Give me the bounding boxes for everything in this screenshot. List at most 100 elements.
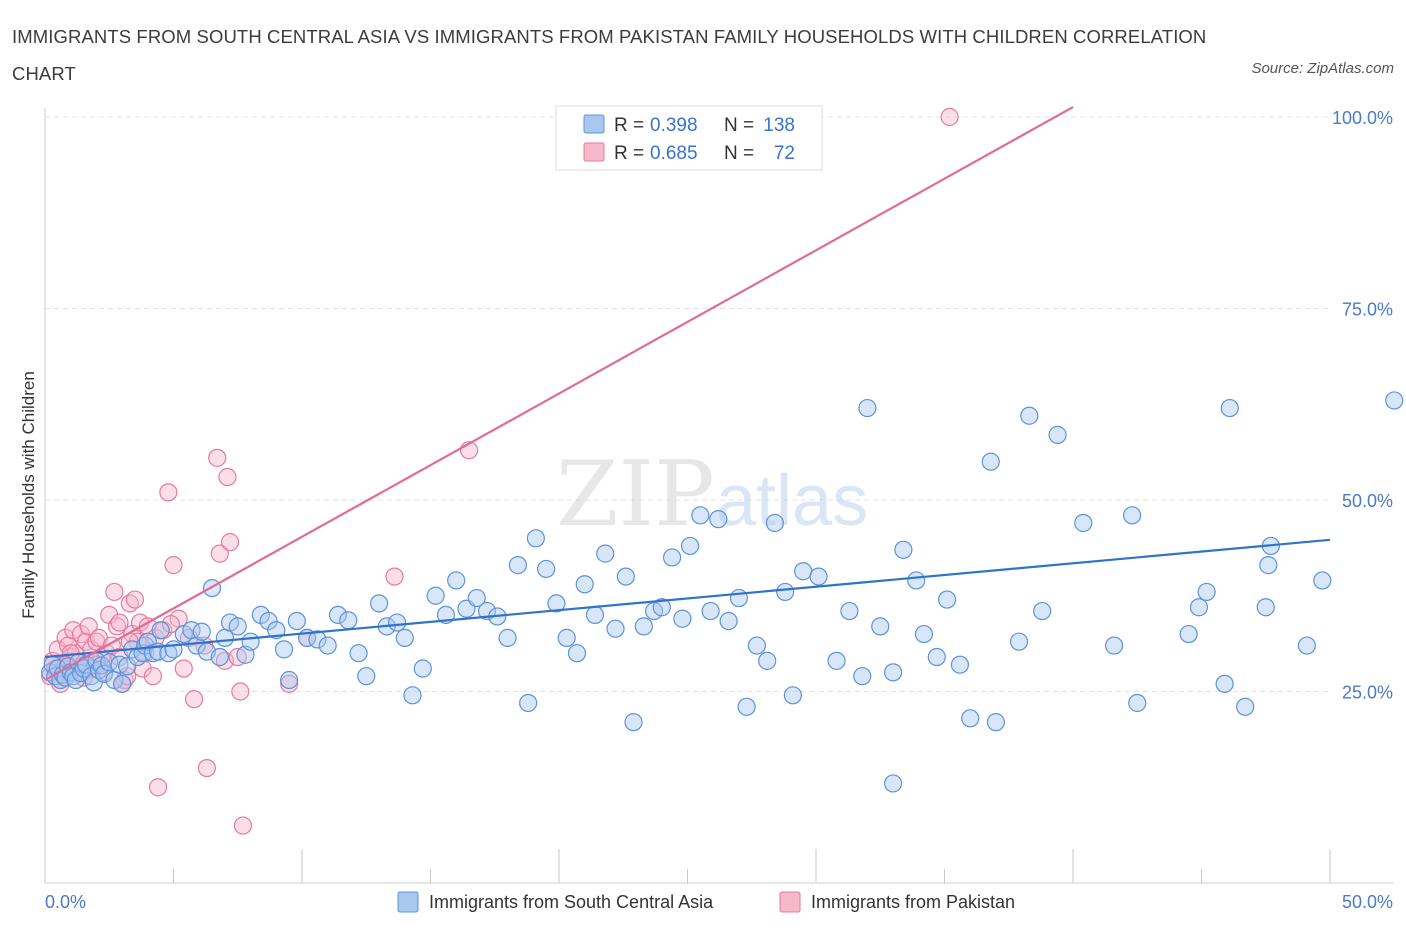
legend-n-label-1: N = <box>724 115 754 136</box>
point-pakistan-49 <box>197 758 217 778</box>
legend-r-label-2: R = <box>614 143 644 164</box>
point-south-central-asia-66 <box>413 659 432 678</box>
point-south-central-asia-106 <box>809 567 828 586</box>
point-pakistan-51 <box>210 544 229 563</box>
point-south-central-asia-83 <box>585 605 605 625</box>
point-south-central-asia-112 <box>883 663 903 682</box>
point-south-central-asia-53 <box>287 611 306 631</box>
point-pakistan-46 <box>174 659 193 678</box>
point-pakistan-54 <box>220 533 240 552</box>
point-south-central-asia-39 <box>192 622 211 641</box>
point-south-central-asia-58 <box>339 611 358 630</box>
point-south-central-asia-77 <box>526 529 545 548</box>
point-pakistan-57 <box>233 816 252 835</box>
point-south-central-asia-101 <box>758 651 777 670</box>
point-south-central-asia-142 <box>883 774 903 793</box>
point-south-central-asia-55 <box>308 630 327 649</box>
point-south-central-asia-107 <box>827 651 846 670</box>
point-south-central-asia-59 <box>349 644 368 663</box>
point-south-central-asia-115 <box>914 624 934 644</box>
point-south-central-asia-87 <box>624 713 643 732</box>
x-tick-label-max: 50.0% <box>1342 892 1393 912</box>
point-south-central-asia-47 <box>241 632 260 651</box>
point-south-central-asia-38 <box>187 636 206 655</box>
point-pakistan-60 <box>385 567 404 586</box>
y-tick-label-3: 100.0% <box>1332 108 1393 128</box>
point-south-central-asia-132 <box>1197 582 1216 602</box>
point-south-central-asia-139 <box>1297 636 1316 655</box>
chart-source: Source: ZipAtlas.com <box>1251 60 1394 77</box>
point-south-central-asia-84 <box>596 544 615 563</box>
point-south-central-asia-96 <box>709 510 728 529</box>
legend-n-label-2: N = <box>724 143 754 164</box>
point-south-central-asia-105 <box>794 562 813 581</box>
legend-r-label-1: R = <box>614 115 644 136</box>
series-south-central-asia-points <box>41 391 1404 793</box>
point-south-central-asia-92 <box>673 609 692 628</box>
bottom-legend-label-blue: Immigrants from South Central Asia <box>429 892 714 912</box>
y-tick-label-0: 25.0% <box>1342 683 1393 703</box>
y-tick-label-2: 75.0% <box>1342 300 1393 320</box>
point-south-central-asia-121 <box>986 713 1006 732</box>
point-south-central-asia-137 <box>1259 556 1278 575</box>
axes <box>44 108 1393 884</box>
point-south-central-asia-76 <box>519 693 538 713</box>
point-south-central-asia-25 <box>118 657 137 676</box>
point-south-central-asia-135 <box>1236 697 1255 716</box>
point-pakistan-33 <box>125 590 145 609</box>
point-south-central-asia-60 <box>357 667 376 686</box>
point-south-central-asia-80 <box>557 628 576 647</box>
point-pakistan-41 <box>148 778 168 797</box>
point-south-central-asia-86 <box>616 567 635 586</box>
point-south-central-asia-64 <box>395 628 414 647</box>
point-south-central-asia-65 <box>403 686 422 705</box>
y-axis-label: Family Households with Children <box>19 371 38 619</box>
point-south-central-asia-74 <box>498 628 517 647</box>
watermark-zip: ZIP <box>556 442 715 547</box>
grid <box>45 116 1330 692</box>
point-south-central-asia-119 <box>961 709 980 728</box>
point-pakistan-53 <box>218 467 237 487</box>
point-south-central-asia-61 <box>370 594 389 613</box>
point-south-central-asia-116 <box>927 647 946 667</box>
point-south-central-asia-51 <box>274 640 294 659</box>
point-south-central-asia-127 <box>1105 636 1124 655</box>
point-pakistan-27 <box>110 613 129 632</box>
point-south-central-asia-90 <box>652 598 671 617</box>
point-south-central-asia-141 <box>1385 391 1404 410</box>
point-pakistan-25 <box>105 582 124 602</box>
point-pakistan-50 <box>208 448 227 467</box>
point-south-central-asia-81 <box>567 644 587 663</box>
point-south-central-asia-130 <box>1179 624 1198 644</box>
point-south-central-asia-128 <box>1123 506 1142 525</box>
watermark: ZIP atlas <box>556 442 868 547</box>
point-south-central-asia-35 <box>164 640 183 659</box>
point-south-central-asia-79 <box>547 594 566 613</box>
point-south-central-asia-113 <box>894 540 913 559</box>
x-tick-labels: 0.0% 50.0% <box>45 892 1393 912</box>
point-south-central-asia-108 <box>840 601 859 621</box>
point-south-central-asia-117 <box>937 590 957 609</box>
point-south-central-asia-136 <box>1256 598 1275 617</box>
point-south-central-asia-33 <box>151 621 170 640</box>
point-pakistan-43 <box>159 483 178 502</box>
point-south-central-asia-78 <box>537 559 556 579</box>
point-pakistan-58 <box>280 674 299 693</box>
point-south-central-asia-134 <box>1220 398 1239 418</box>
legend-r-value-2: 0.685 <box>650 143 698 164</box>
point-south-central-asia-91 <box>662 548 682 567</box>
point-south-central-asia-114 <box>907 571 926 590</box>
point-south-central-asia-123 <box>1020 406 1039 425</box>
point-south-central-asia-49 <box>259 611 278 631</box>
point-south-central-asia-99 <box>737 697 756 716</box>
point-south-central-asia-57 <box>328 605 348 625</box>
point-pakistan-36 <box>133 659 152 678</box>
point-pakistan-70 <box>161 614 181 634</box>
point-south-central-asia-129 <box>1128 693 1147 713</box>
bottom-legend-swatch-pink <box>779 891 801 913</box>
point-south-central-asia-140 <box>1313 571 1332 590</box>
point-south-central-asia-56 <box>318 636 337 655</box>
point-south-central-asia-69 <box>447 571 466 590</box>
point-south-central-asia-109 <box>853 667 872 686</box>
point-pakistan-48 <box>184 690 204 709</box>
